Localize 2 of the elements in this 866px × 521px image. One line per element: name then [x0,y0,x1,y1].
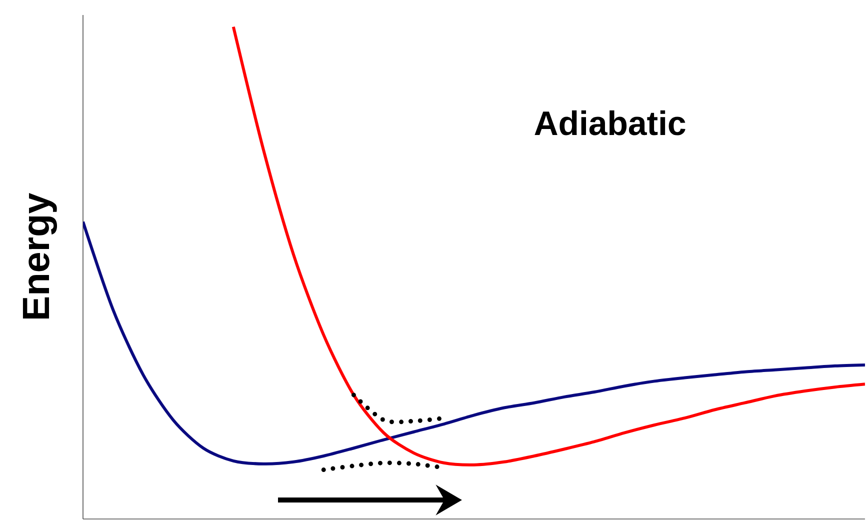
annotation: Adiabatic [534,110,686,136]
y-axis-title: Energy [22,192,58,319]
